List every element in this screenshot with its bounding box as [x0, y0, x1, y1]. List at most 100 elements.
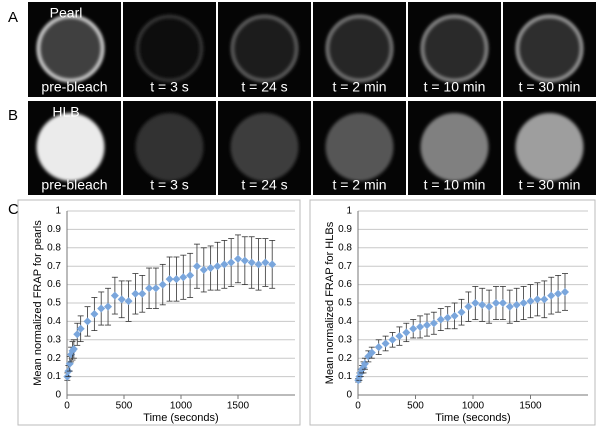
pearl-body — [231, 15, 298, 82]
data-point — [554, 289, 563, 298]
data-point — [561, 287, 569, 296]
hlb-body — [135, 113, 204, 181]
panel-label: B — [8, 107, 18, 124]
data-point — [124, 297, 133, 306]
y-tick-label: 0.5 — [47, 298, 61, 309]
pearl-rim — [515, 14, 584, 83]
x-tick-label: 1000 — [462, 401, 485, 412]
pearl-rim — [420, 14, 489, 83]
data-point — [540, 295, 549, 304]
y-tick-label: 0 — [346, 390, 352, 401]
data-point — [436, 315, 445, 324]
y-tick-label: 0.7 — [47, 261, 61, 272]
y-tick-label: 0.3 — [47, 334, 61, 345]
y-axis-label: Mean normalized FRAP for pearls — [32, 220, 44, 386]
y-tick-label: 0.9 — [47, 224, 61, 235]
x-axis-label: Time (seconds) — [435, 412, 510, 424]
data-point — [227, 258, 236, 267]
y-tick-label: 0.8 — [338, 242, 352, 253]
data-point — [90, 310, 99, 319]
data-point — [492, 299, 500, 307]
data-point — [471, 299, 480, 307]
data-point — [247, 258, 256, 267]
hlb-body — [515, 113, 584, 181]
x-tick-label: 500 — [407, 401, 424, 412]
hlb-body — [230, 113, 299, 181]
image-caption: pre-bleach — [41, 79, 107, 95]
x-tick-label: 1000 — [170, 401, 193, 412]
y-tick-label: 0.6 — [338, 279, 352, 290]
data-point — [138, 289, 147, 298]
panel-label: C — [8, 201, 19, 218]
data-point — [402, 328, 411, 337]
image-caption: t = 24 s — [241, 177, 287, 193]
data-point — [192, 262, 201, 271]
data-point — [416, 322, 425, 331]
image-caption: t = 30 min — [519, 79, 581, 95]
x-tick-label: 1500 — [227, 401, 250, 412]
data-point — [261, 258, 270, 267]
x-tick-label: 500 — [116, 401, 133, 412]
hlb-body — [36, 113, 105, 181]
data-point — [186, 271, 195, 280]
pearl-rim — [230, 14, 299, 83]
data-point — [145, 284, 154, 293]
panel-label: A — [8, 9, 18, 26]
data-point — [73, 330, 82, 339]
data-point — [388, 335, 397, 344]
hlb-body — [420, 113, 489, 181]
y-tick-label: 0.2 — [47, 353, 61, 364]
pearl-rim — [135, 14, 204, 83]
data-point — [547, 291, 556, 300]
data-point — [179, 273, 188, 282]
data-point — [158, 280, 167, 289]
data-point — [367, 348, 376, 357]
chart-frame — [309, 199, 596, 426]
pearl-body — [516, 15, 583, 82]
data-point — [464, 302, 473, 311]
image-title: HLB — [52, 104, 79, 120]
pearl-body — [136, 15, 203, 82]
data-point — [429, 319, 438, 328]
data-point — [117, 295, 126, 304]
data-point — [131, 289, 140, 298]
data-point — [76, 324, 85, 333]
data-point — [172, 275, 181, 284]
y-tick-label: 0.6 — [47, 279, 61, 290]
data-point — [505, 302, 514, 311]
y-tick-label: 0.7 — [338, 261, 352, 272]
data-point — [234, 254, 242, 263]
image-caption: t = 2 min — [332, 177, 386, 193]
data-point — [268, 260, 277, 269]
y-tick-label: 0.2 — [338, 353, 352, 364]
data-point — [83, 317, 92, 326]
data-point — [478, 300, 487, 309]
image-caption: t = 3 s — [150, 177, 189, 193]
pearl-rim — [325, 14, 394, 83]
data-point — [104, 302, 113, 311]
data-point — [199, 265, 208, 274]
y-tick-label: 0 — [55, 390, 61, 401]
image-caption: t = 2 min — [332, 79, 386, 95]
x-tick-label: 1500 — [519, 401, 542, 412]
data-point — [512, 300, 521, 309]
data-point — [97, 304, 106, 313]
image-caption: t = 10 min — [424, 177, 486, 193]
data-point — [110, 291, 119, 300]
pearl-body — [326, 15, 393, 82]
data-point — [254, 260, 263, 269]
data-point — [457, 308, 466, 317]
y-tick-label: 1 — [55, 206, 61, 217]
pearl-body — [37, 15, 104, 82]
data-point — [409, 324, 418, 333]
data-point — [519, 299, 528, 307]
data-point — [423, 321, 431, 330]
data-point — [165, 275, 174, 284]
data-point — [69, 345, 78, 353]
data-point — [485, 302, 494, 311]
data-point — [151, 284, 160, 293]
y-tick-label: 0.8 — [47, 242, 61, 253]
data-point — [220, 260, 229, 269]
data-point — [526, 297, 535, 306]
